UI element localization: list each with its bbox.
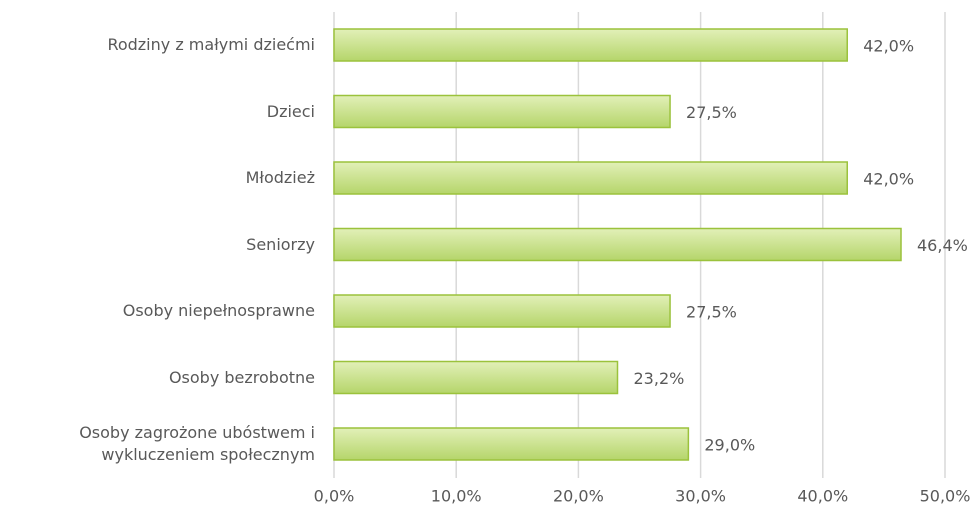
data-label: 27,5%	[686, 103, 737, 122]
bar	[333, 28, 848, 62]
x-tick-label: 50,0%	[920, 487, 971, 506]
category-label: Młodzież	[245, 168, 315, 187]
category-label: Rodziny z małymi dziećmi	[107, 35, 315, 54]
bar	[333, 294, 671, 328]
category-label: Osoby zagrożone ubóstwem i wykluczeniem …	[79, 423, 315, 464]
category-label: Dzieci	[266, 101, 315, 121]
data-label: 42,0%	[863, 37, 914, 56]
x-tick-label: 20,0%	[553, 487, 604, 506]
category-label: Osoby bezrobotne	[168, 367, 315, 387]
data-label: 23,2%	[634, 369, 685, 388]
bar	[333, 161, 848, 195]
bar	[333, 360, 619, 395]
bar	[333, 427, 690, 461]
data-label: 29,0%	[704, 436, 755, 455]
data-label: 27,5%	[686, 303, 737, 322]
bar	[333, 227, 902, 262]
x-tick-label: 30,0%	[675, 487, 726, 506]
x-tick-label: 10,0%	[431, 487, 482, 506]
x-tick-label: 40,0%	[797, 487, 848, 506]
category-label: Osoby niepełnosprawne	[122, 301, 315, 320]
bar	[333, 94, 671, 129]
category-label: Seniorzy	[246, 234, 315, 254]
data-label: 46,4%	[917, 236, 968, 255]
data-label: 42,0%	[863, 170, 914, 189]
x-tick-label: 0,0%	[314, 487, 355, 506]
